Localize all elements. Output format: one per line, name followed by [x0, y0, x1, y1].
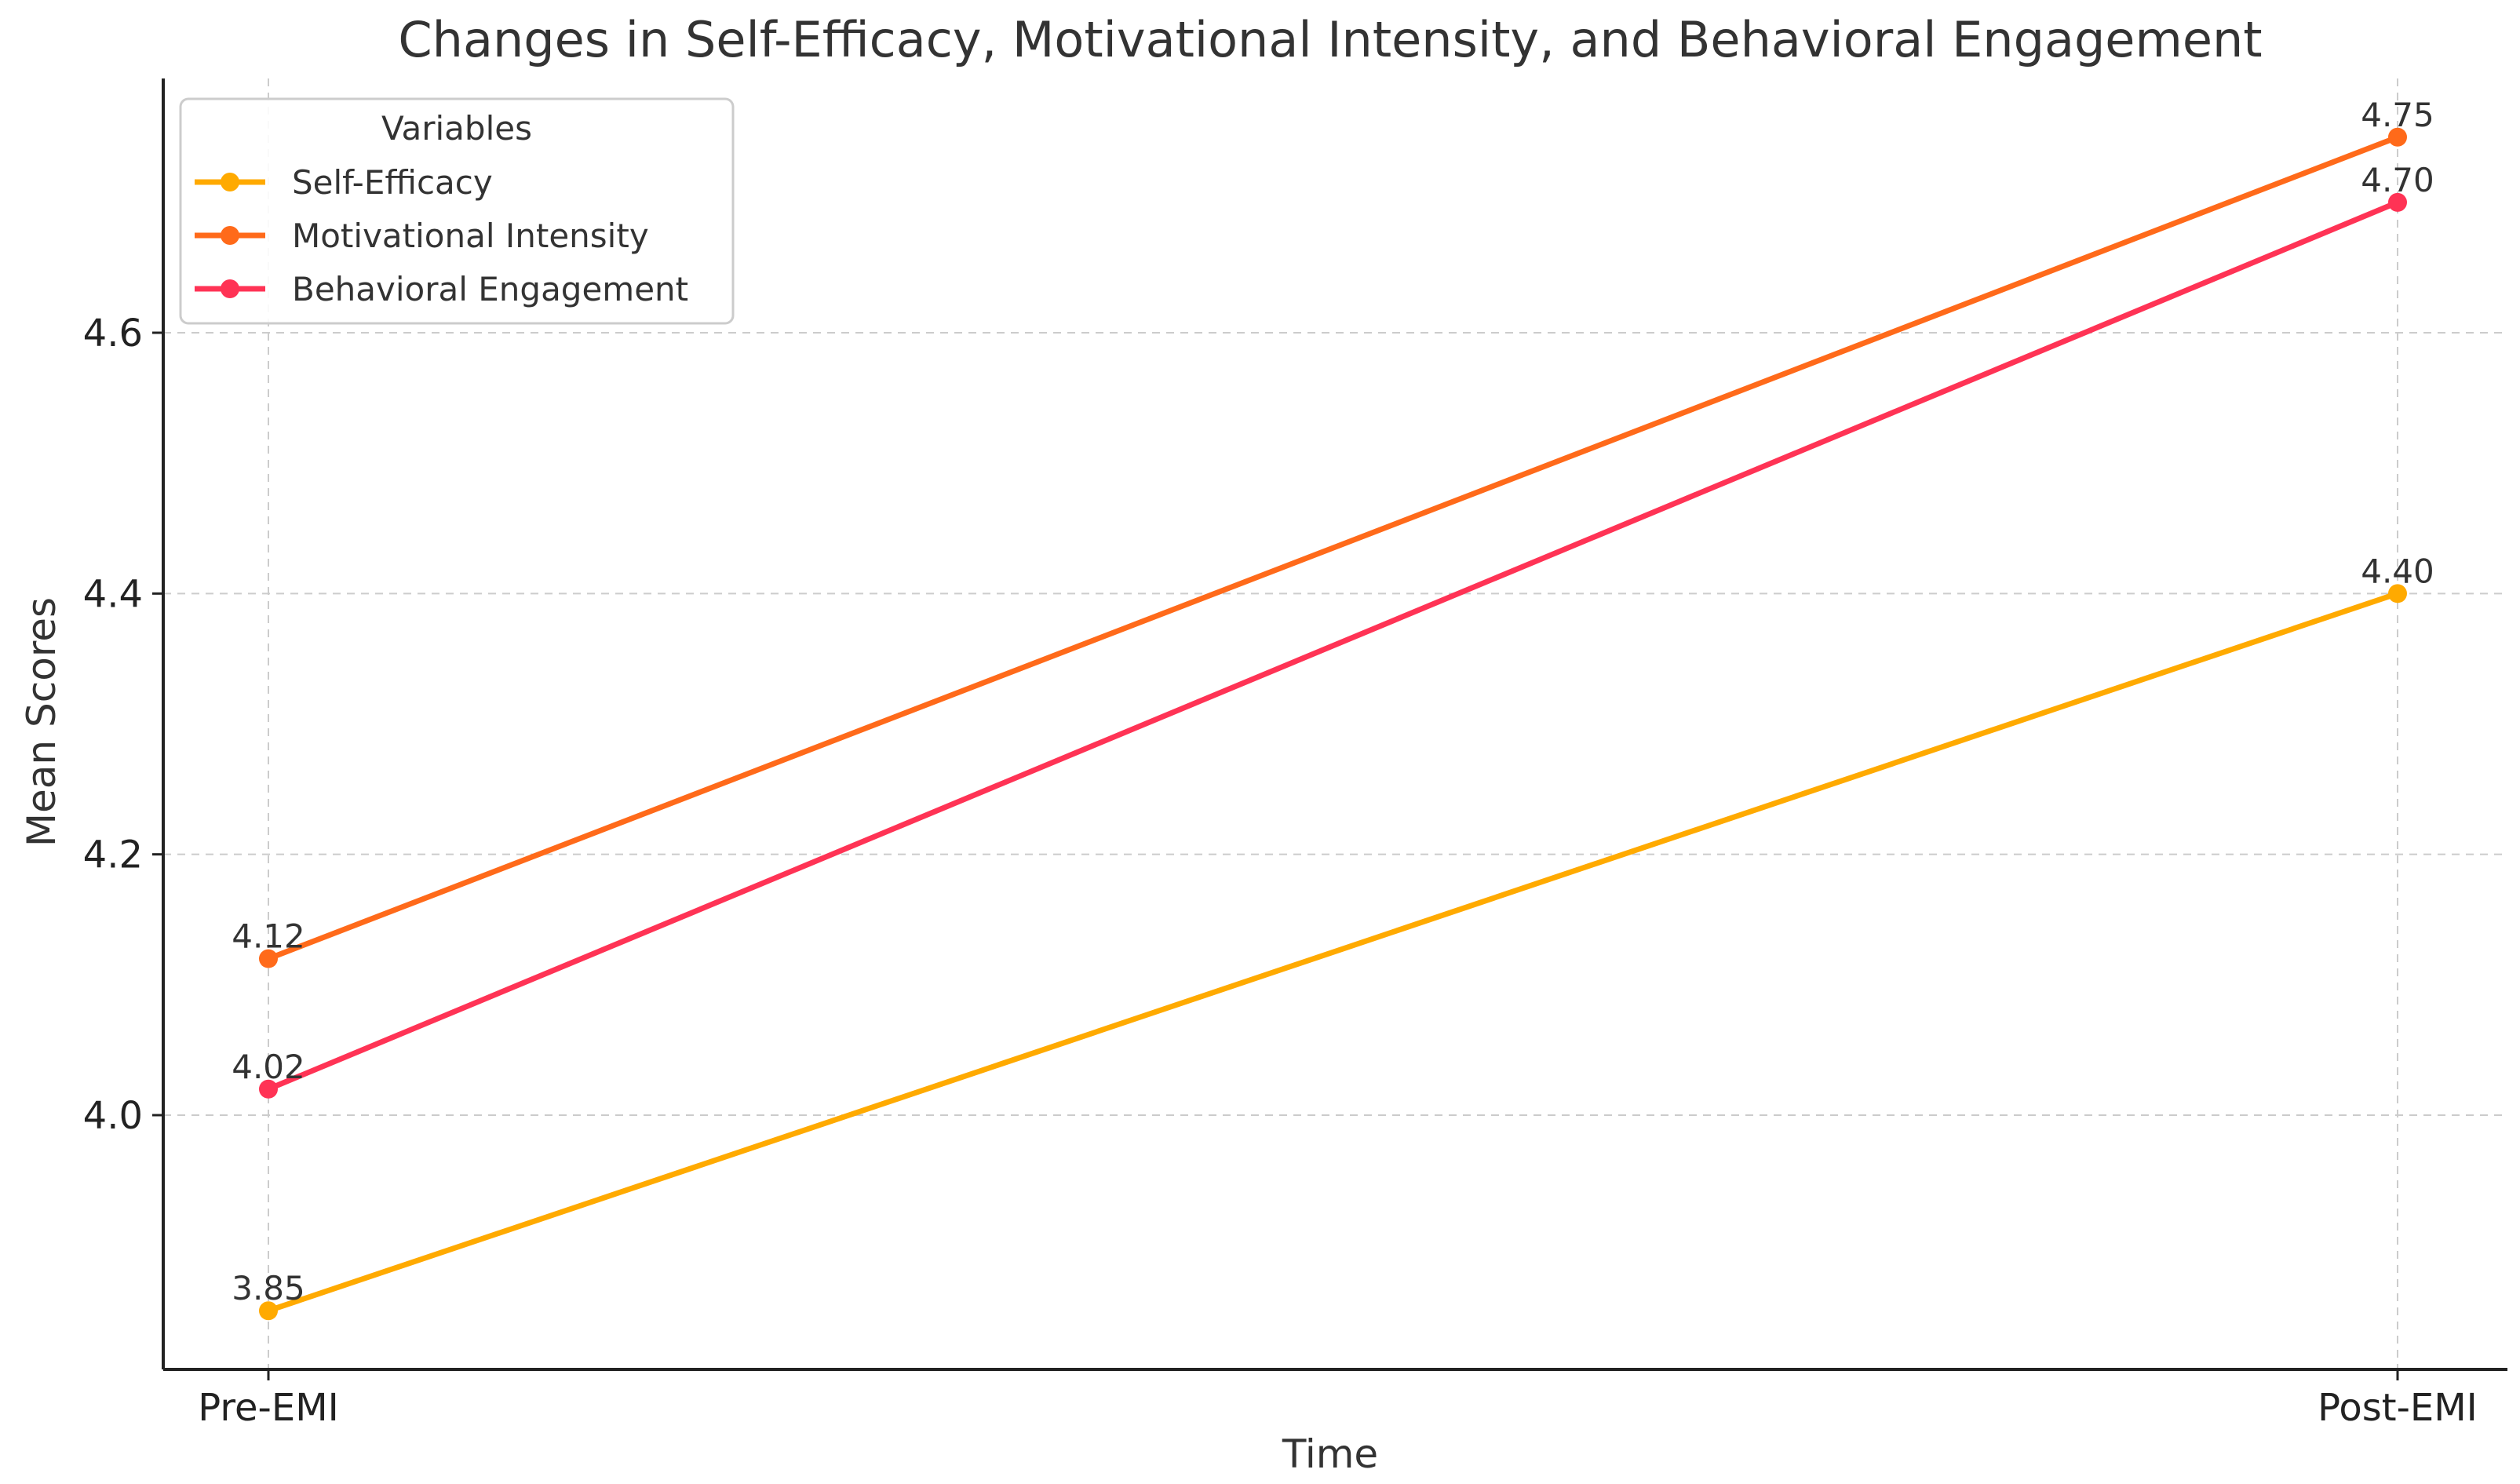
legend: Variables Self-Efficacy Motivational Inte…: [179, 97, 735, 325]
series: [259, 127, 2407, 1321]
data-label-behavioral-engagement: 4.70: [2361, 161, 2434, 199]
legend-label-motivational-intensity: Motivational Intensity: [292, 217, 649, 255]
legend-marker-motivational-intensity: [221, 226, 239, 245]
legend-marker-behavioral-engagement: [221, 279, 239, 298]
data-point-motivational-intensity: [259, 949, 278, 968]
data-label-motivational-intensity: 4.75: [2361, 96, 2434, 134]
legend-items: Self-Efficacy Motivational Intensity Behav…: [195, 163, 688, 308]
legend-title: Variables: [381, 109, 532, 148]
y-tick-label: 4.0: [83, 1094, 143, 1138]
series-line-motivational-intensity: [267, 134, 2399, 961]
data-point-self-efficacy: [259, 1301, 278, 1321]
chart-title: Changes in Self-Efficacy, Motivational I…: [398, 11, 2262, 68]
y-tick-label: 4.2: [83, 833, 143, 877]
data-label-self-efficacy: 4.40: [2361, 552, 2434, 590]
axes: [162, 78, 2507, 1371]
y-tick-label: 4.4: [83, 572, 143, 616]
data-label-behavioral-engagement: 4.02: [232, 1048, 305, 1086]
data-label-motivational-intensity: 4.12: [232, 917, 305, 956]
x-tick-label: Pre-EMI: [198, 1386, 339, 1430]
x-axis-title: Time: [1282, 1431, 1378, 1477]
legend-label-behavioral-engagement: Behavioral Engagement: [292, 270, 688, 308]
series-line-self-efficacy: [267, 591, 2399, 1314]
data-label-self-efficacy: 3.85: [232, 1269, 305, 1307]
data-point-behavioral-engagement: [2388, 192, 2407, 212]
legend-label-self-efficacy: Self-Efficacy: [292, 163, 493, 202]
y-tick-label: 4.6: [83, 312, 143, 356]
x-tick-label: Post-EMI: [2318, 1386, 2478, 1430]
data-labels: 3.85 4.40 4.12 4.75 4.02 4.70: [232, 96, 2434, 1307]
ticks: 4.0 4.2 4.4 4.6 Pre-EMI Post-EMI: [83, 312, 2478, 1430]
series-line-behavioral-engagement: [267, 199, 2399, 1092]
data-point-motivational-intensity: [2388, 127, 2407, 147]
data-point-self-efficacy: [2388, 584, 2407, 603]
legend-marker-self-efficacy: [221, 173, 239, 191]
legend-frame: [179, 97, 735, 325]
y-axis-title: Mean Scores: [19, 597, 64, 847]
data-point-behavioral-engagement: [259, 1079, 278, 1099]
